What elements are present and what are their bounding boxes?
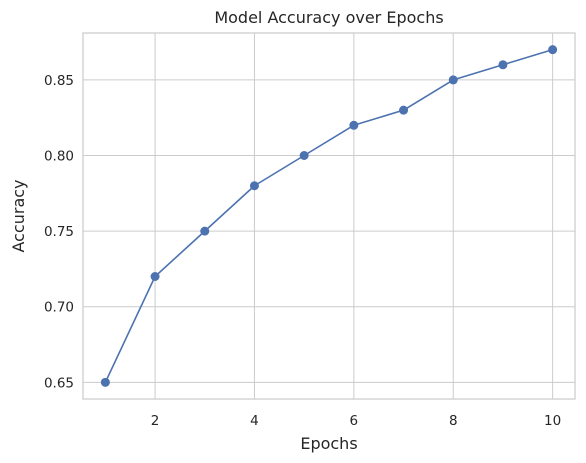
series-line-0 xyxy=(104,48,553,383)
y-tick-label: 0.70 xyxy=(44,300,74,316)
x-axis-label: Epochs xyxy=(300,434,357,453)
x-tick-label: 4 xyxy=(250,413,259,429)
series xyxy=(100,45,558,387)
x-tick-label: 10 xyxy=(544,413,561,429)
data-point xyxy=(200,226,210,236)
x-tick-label: 2 xyxy=(151,413,160,429)
data-point xyxy=(349,120,359,130)
x-tick-label: 8 xyxy=(449,413,458,429)
data-point xyxy=(150,271,160,281)
data-point xyxy=(448,75,458,85)
y-tick-label: 0.80 xyxy=(44,149,74,165)
data-point xyxy=(399,105,409,115)
data-point xyxy=(100,377,110,387)
plot-frame xyxy=(82,32,576,400)
y-tick-label: 0.65 xyxy=(44,375,74,391)
y-tick-label: 0.85 xyxy=(44,73,74,89)
y-tick-label: 0.75 xyxy=(44,224,74,240)
data-point xyxy=(548,45,558,55)
data-point xyxy=(299,151,309,161)
y-axis-label: Accuracy xyxy=(9,179,28,252)
tick-labels: 2 4 6 8 10 0.65 0.70 0.75 0.80 0.85 xyxy=(44,73,561,429)
x-tick-label: 6 xyxy=(350,413,359,429)
data-point xyxy=(249,181,259,191)
grid xyxy=(83,33,575,399)
data-point xyxy=(498,60,508,70)
chart-title: Model Accuracy over Epochs xyxy=(214,8,443,27)
